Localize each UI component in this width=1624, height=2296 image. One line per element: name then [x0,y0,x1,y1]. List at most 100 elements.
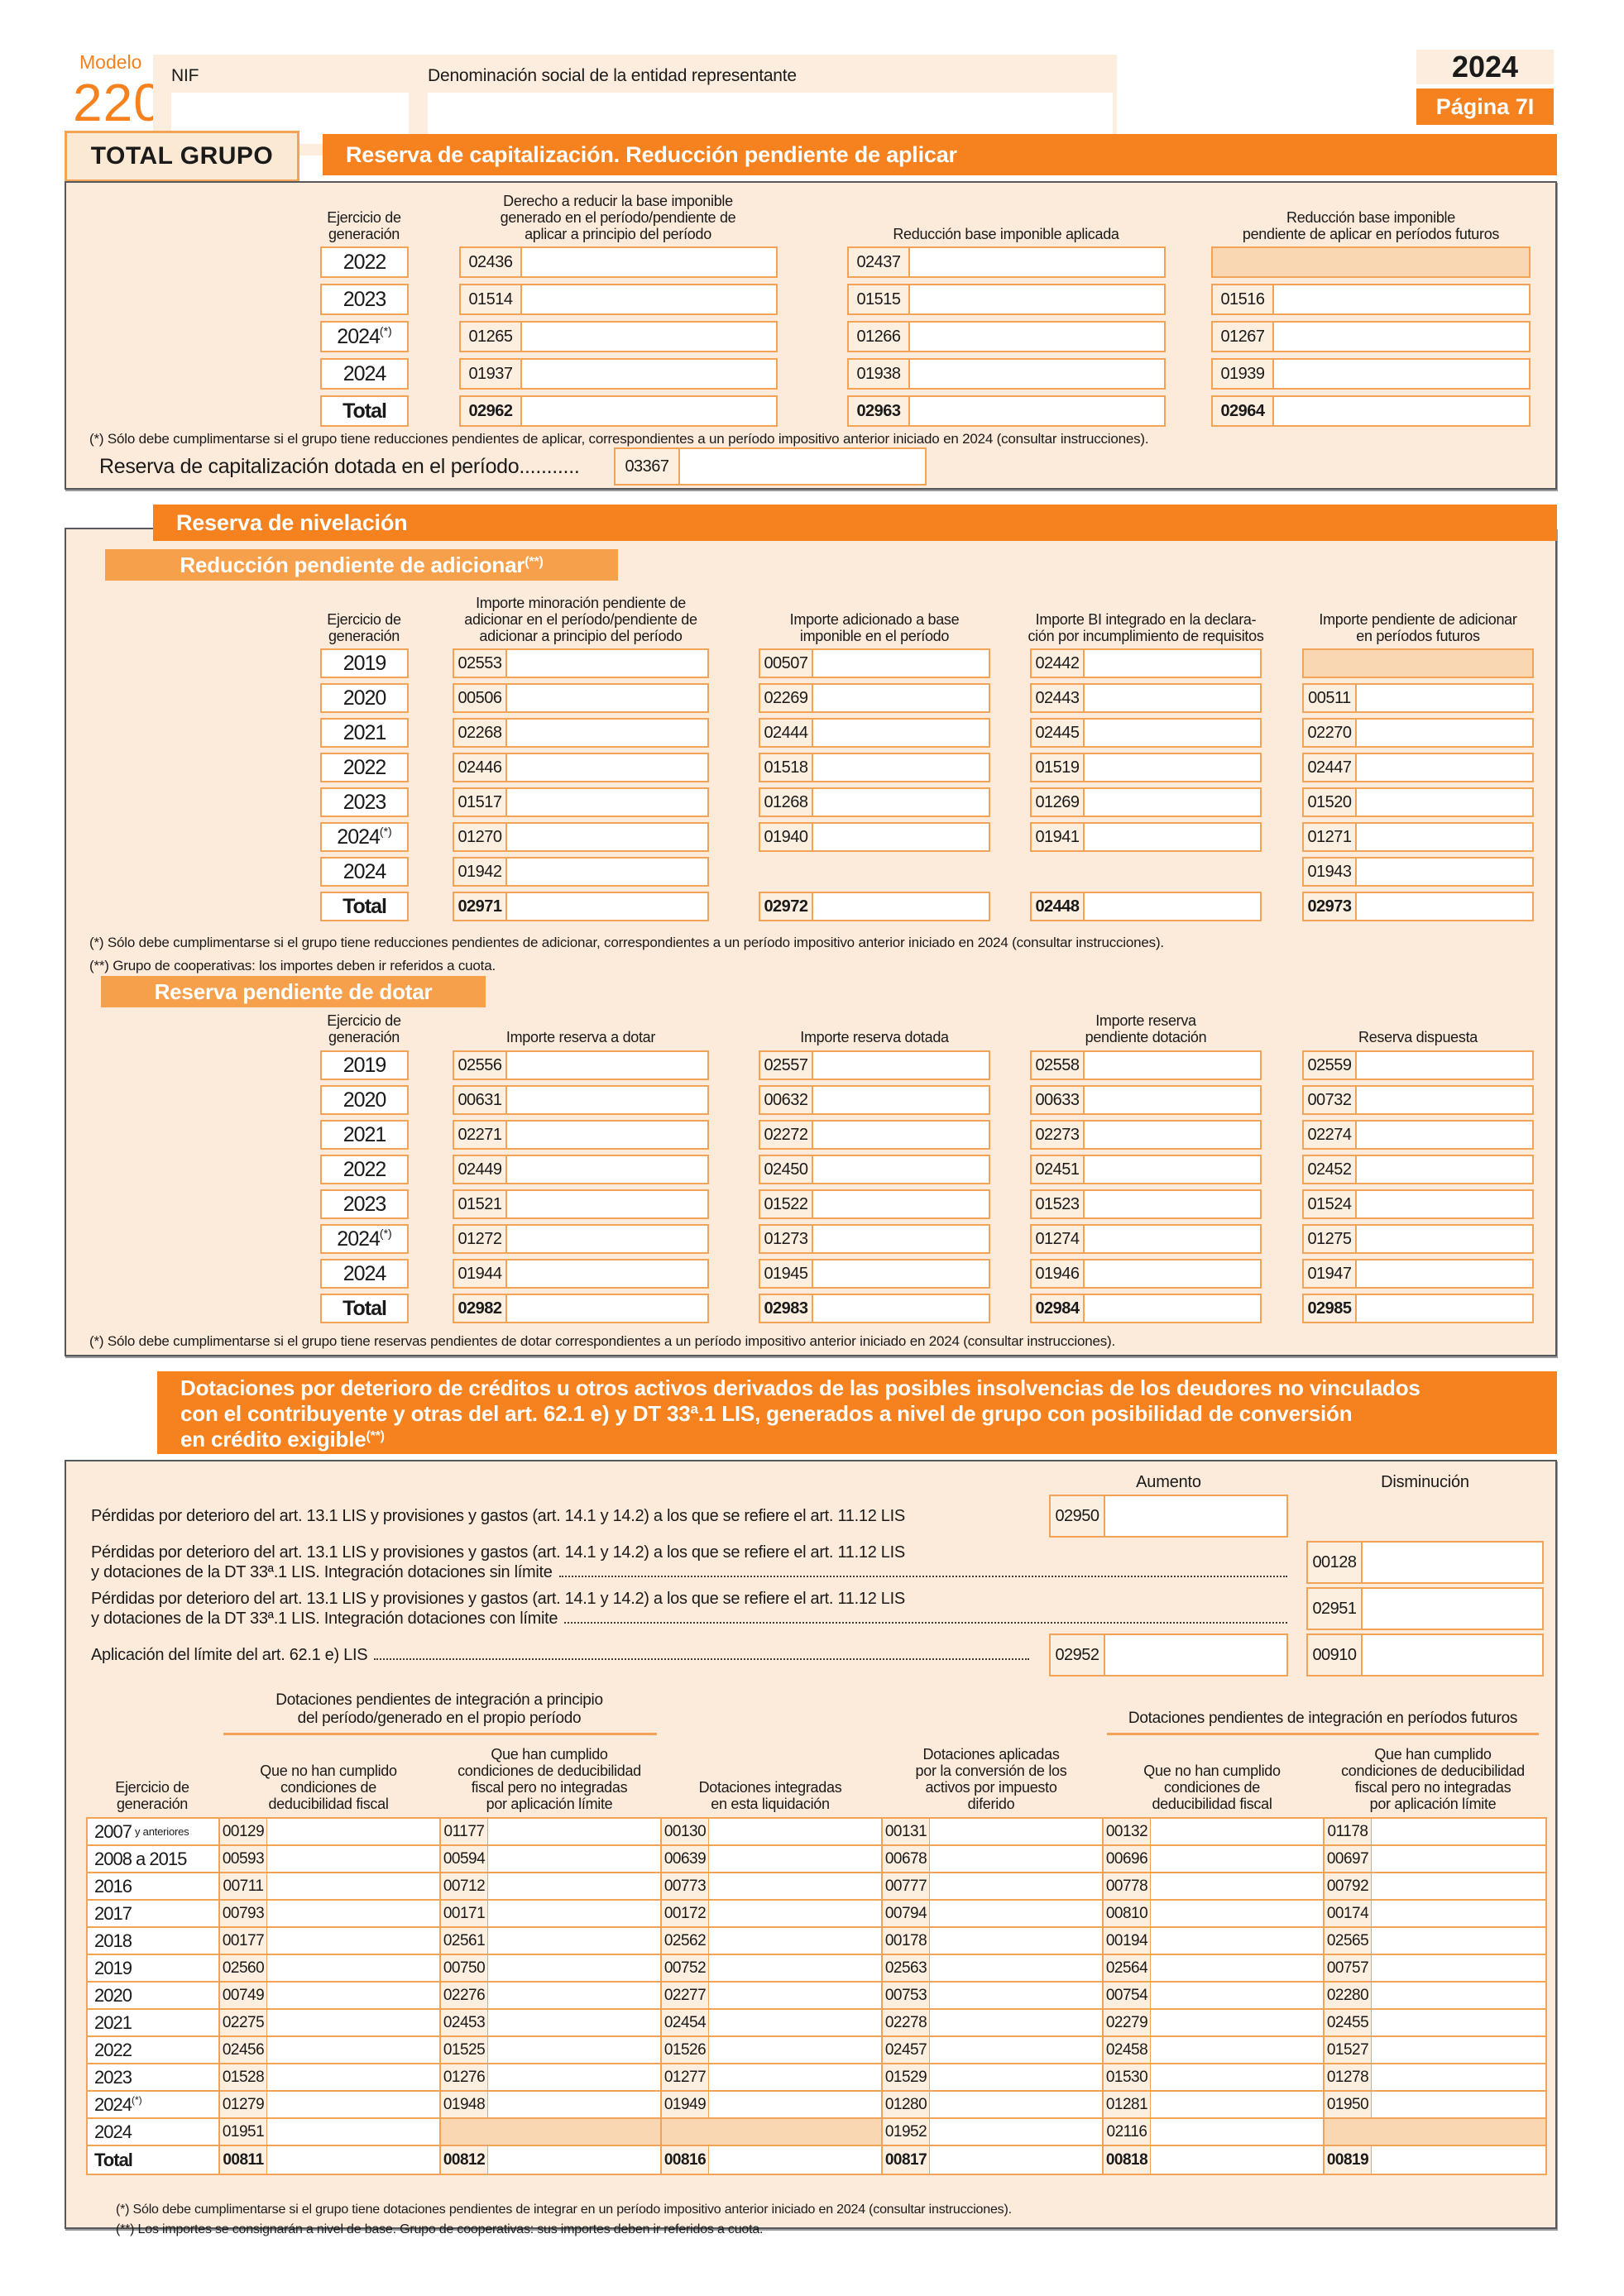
field-input[interactable] [507,789,707,816]
field-input[interactable] [1085,1226,1260,1252]
field-input[interactable] [488,1819,660,1844]
field-input[interactable] [930,1819,1102,1844]
field-input[interactable] [1274,397,1529,425]
field-input[interactable] [1372,1955,1545,1981]
field-input[interactable] [1151,1819,1323,1844]
field-input[interactable] [488,2010,660,2035]
field-input[interactable] [267,1983,439,2008]
field-input[interactable] [1357,1122,1532,1148]
field-input[interactable] [1085,650,1260,677]
field-input[interactable] [813,1226,989,1252]
field-input[interactable] [1085,893,1260,920]
field-input[interactable] [709,2037,881,2063]
field-input[interactable] [488,1901,660,1926]
field-input[interactable] [1372,2146,1545,2174]
field-input[interactable] [1085,1260,1260,1287]
field-input[interactable] [1085,1295,1260,1322]
field-input[interactable] [1372,1846,1545,1872]
field-input[interactable] [1274,285,1529,313]
field-input[interactable] [813,824,989,850]
field-input[interactable] [930,2119,1102,2145]
field-input[interactable] [1372,2010,1545,2035]
field-input[interactable] [1357,789,1532,816]
field-input[interactable] [709,1873,881,1899]
field-input[interactable] [813,720,989,746]
field-input[interactable] [522,323,776,351]
field-input[interactable] [709,2010,881,2035]
field-input[interactable] [522,360,776,388]
field-input[interactable] [813,1052,989,1079]
field-input[interactable] [1151,2037,1323,2063]
field-input[interactable] [507,754,707,781]
field-input[interactable] [1372,1983,1545,2008]
field-input[interactable] [488,1955,660,1981]
field-input[interactable] [709,1955,881,1981]
field-input[interactable] [910,323,1164,351]
field-input[interactable] [1372,2092,1545,2117]
field-input[interactable] [507,685,707,711]
field-input[interactable] [267,2119,439,2145]
field-input[interactable] [1363,1635,1542,1675]
field-input[interactable] [1085,685,1260,711]
field-input[interactable] [1274,360,1529,388]
field-input[interactable] [709,2092,881,2117]
field-input[interactable] [267,1873,439,1899]
field-input[interactable] [813,893,989,920]
field-input[interactable] [1085,1052,1260,1079]
field-input[interactable] [507,859,707,885]
field-input[interactable] [267,2092,439,2117]
field-input[interactable] [488,1928,660,1954]
field-input[interactable] [709,1983,881,2008]
field-input[interactable] [709,1928,881,1954]
field-input[interactable] [507,824,707,850]
field-input[interactable] [488,1846,660,1872]
field-input[interactable] [507,1191,707,1217]
field-input[interactable] [1357,1052,1532,1079]
field-input[interactable] [507,1052,707,1079]
field-input[interactable] [1085,720,1260,746]
field-input[interactable] [522,397,776,425]
field-input[interactable] [1085,789,1260,816]
field-input[interactable] [930,1846,1102,1872]
field-input[interactable] [267,1819,439,1844]
field-input[interactable] [488,2037,660,2063]
field-input[interactable] [1357,1156,1532,1183]
field-input[interactable] [507,720,707,746]
field-input[interactable] [522,285,776,313]
field-input[interactable] [910,285,1164,313]
field-input[interactable] [507,1295,707,1322]
field-input[interactable] [267,1901,439,1926]
field-input[interactable] [1363,1589,1542,1629]
field-input[interactable] [1151,1846,1323,1872]
field-input[interactable] [1151,1928,1323,1954]
field-input[interactable] [930,2092,1102,2117]
field-input[interactable] [1372,1873,1545,1899]
field-input[interactable] [1105,1635,1286,1675]
field-input[interactable] [680,449,925,484]
field-input[interactable] [1085,1156,1260,1183]
field-input[interactable] [1357,1191,1532,1217]
field-input[interactable] [930,1928,1102,1954]
field-input[interactable] [1085,824,1260,850]
field-input[interactable] [1151,1901,1323,1926]
field-input[interactable] [813,789,989,816]
field-input[interactable] [1151,2146,1323,2174]
field-input[interactable] [930,2064,1102,2090]
field-input[interactable] [1372,2037,1545,2063]
field-input[interactable] [910,248,1164,276]
field-input[interactable] [488,1873,660,1899]
field-input[interactable] [1274,323,1529,351]
field-input[interactable] [507,893,707,920]
field-input[interactable] [813,1087,989,1113]
field-input[interactable] [709,2064,881,2090]
field-input[interactable] [930,2010,1102,2035]
field-input[interactable] [910,397,1164,425]
field-input[interactable] [709,1901,881,1926]
field-input[interactable] [709,2146,881,2174]
field-input[interactable] [507,1260,707,1287]
field-input[interactable] [1372,2064,1545,2090]
field-input[interactable] [910,360,1164,388]
field-input[interactable] [1363,1543,1542,1582]
field-input[interactable] [1151,2010,1323,2035]
field-input[interactable] [522,248,776,276]
